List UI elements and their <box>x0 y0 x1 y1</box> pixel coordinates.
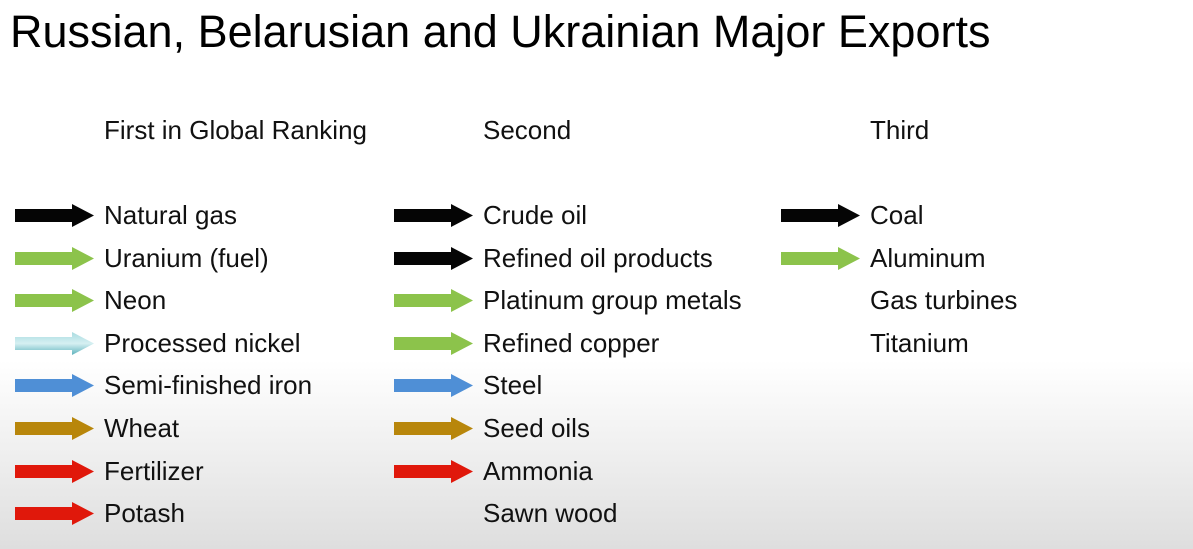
export-item-natural-gas: Natural gas <box>15 194 435 236</box>
export-item-label: Platinum group metals <box>483 285 742 315</box>
export-item-label: Seed oils <box>483 413 590 443</box>
export-item-refined-copper: Refined copper <box>394 322 814 364</box>
export-item-potash: Potash <box>15 492 435 534</box>
right-arrow-icon <box>394 332 473 355</box>
column-header-second: Second <box>483 115 572 145</box>
right-arrow-icon <box>15 247 94 270</box>
export-item-label: Coal <box>870 200 924 230</box>
export-item-label: Gas turbines <box>870 285 1018 315</box>
right-arrow-icon <box>15 204 94 227</box>
export-item-crude-oil: Crude oil <box>394 194 814 236</box>
slide-title: Russian, Belarusian and Ukrainian Major … <box>10 6 991 57</box>
export-item-label: Crude oil <box>483 200 588 230</box>
right-arrow-icon <box>394 417 473 440</box>
export-item-label: Neon <box>104 285 167 315</box>
export-item-label: Refined copper <box>483 328 660 358</box>
right-arrow-icon <box>394 247 473 270</box>
export-item-label: Uranium (fuel) <box>104 243 269 273</box>
export-item-label: Titanium <box>870 328 969 358</box>
right-arrow-icon <box>15 332 94 355</box>
right-arrow-icon <box>15 374 94 397</box>
export-item-processed-nickel: Processed nickel <box>15 322 435 364</box>
export-item-label: Wheat <box>104 413 180 443</box>
export-item-seed-oils: Seed oils <box>394 407 814 449</box>
export-item-aluminum: Aluminum <box>781 237 1193 279</box>
right-arrow-icon <box>15 417 94 440</box>
export-item-steel: Steel <box>394 364 814 406</box>
export-item-label: Semi-finished iron <box>104 370 313 400</box>
export-item-label: Sawn wood <box>483 498 618 528</box>
column-header-third: Third <box>870 115 930 145</box>
export-item-sawn-wood: Sawn wood <box>394 492 814 534</box>
export-item-label: Processed nickel <box>104 328 301 358</box>
export-item-refined-oil-products: Refined oil products <box>394 237 814 279</box>
export-item-titanium: Titanium <box>781 322 1193 364</box>
export-item-ammonia: Ammonia <box>394 450 814 492</box>
export-item-label: Fertilizer <box>104 456 204 486</box>
right-arrow-icon <box>15 460 94 483</box>
export-item-label: Aluminum <box>870 243 986 273</box>
export-item-label: Steel <box>483 370 543 400</box>
export-item-label: Potash <box>104 498 185 528</box>
export-item-label: Natural gas <box>104 200 237 230</box>
export-item-platinum-group-metals: Platinum group metals <box>394 279 814 321</box>
right-arrow-icon <box>394 289 473 312</box>
right-arrow-icon <box>394 374 473 397</box>
column-header-first: First in Global Ranking <box>104 115 367 145</box>
right-arrow-icon <box>15 289 94 312</box>
export-item-fertilizer: Fertilizer <box>15 450 435 492</box>
right-arrow-icon <box>394 460 473 483</box>
export-item-uranium-fuel: Uranium (fuel) <box>15 237 435 279</box>
right-arrow-icon <box>394 204 473 227</box>
export-item-label: Ammonia <box>483 456 593 486</box>
right-arrow-icon <box>781 204 860 227</box>
right-arrow-icon <box>15 502 94 525</box>
export-item-gas-turbines: Gas turbines <box>781 279 1193 321</box>
export-item-coal: Coal <box>781 194 1193 236</box>
export-item-neon: Neon <box>15 279 435 321</box>
export-item-wheat: Wheat <box>15 407 435 449</box>
export-item-semi-finished-iron: Semi-finished iron <box>15 364 435 406</box>
export-item-label: Refined oil products <box>483 243 713 273</box>
right-arrow-icon <box>781 247 860 270</box>
